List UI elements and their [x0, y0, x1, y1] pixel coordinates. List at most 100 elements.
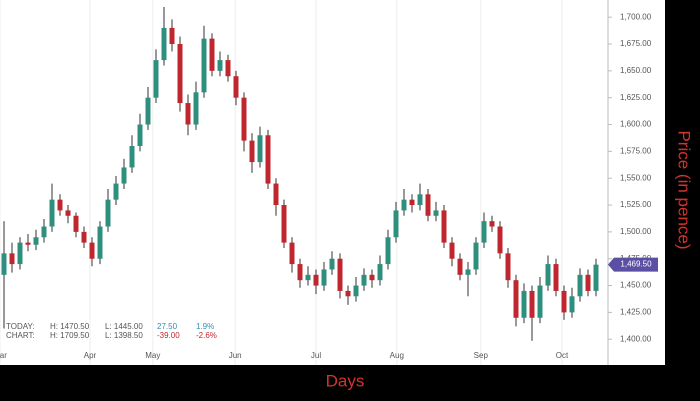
- candle-body: [305, 274, 311, 281]
- candle-body: [409, 199, 415, 206]
- candle-body: [489, 221, 495, 227]
- candle-body: [81, 231, 87, 243]
- candle-body: [545, 264, 551, 286]
- candle-body: [97, 226, 103, 259]
- candle-body: [217, 60, 223, 71]
- x-tick-label: May: [145, 351, 160, 360]
- candle-body: [441, 210, 447, 243]
- y-tick-label: 1,525.00: [620, 200, 652, 209]
- candle-body: [281, 205, 287, 243]
- candle-body: [161, 27, 167, 61]
- candle-body: [465, 269, 471, 275]
- candle-body: [537, 285, 543, 318]
- x-tick-label: Jun: [229, 351, 242, 360]
- candle-body: [89, 242, 95, 259]
- candle-body: [57, 199, 63, 211]
- y-tick-label: 1,575.00: [620, 146, 652, 155]
- candle-body: [449, 242, 455, 259]
- candle-body: [433, 210, 439, 216]
- candle-body: [137, 124, 143, 146]
- candle-body: [33, 237, 39, 245]
- candle-body: [49, 199, 55, 227]
- y-tick-label: 1,600.00: [620, 120, 652, 129]
- candle-body: [369, 274, 375, 281]
- summary-percent: -2.6%: [196, 331, 217, 340]
- candle-body: [353, 285, 359, 297]
- candle-body: [337, 258, 343, 291]
- candle-body: [513, 280, 519, 318]
- y-tick-label: 1,650.00: [620, 66, 652, 75]
- candle-body: [473, 242, 479, 270]
- candle-body: [65, 210, 71, 216]
- candle-body: [401, 199, 407, 211]
- y-tick-label: 1,550.00: [620, 173, 652, 182]
- candle-body: [521, 290, 527, 318]
- candle-body: [105, 199, 111, 227]
- candle-body: [313, 274, 319, 286]
- candle-body: [505, 253, 511, 281]
- summary-percent: 1.9%: [196, 322, 214, 331]
- candle-body: [257, 135, 263, 163]
- candle-body: [265, 135, 271, 184]
- candle-body: [177, 44, 183, 104]
- candle-body: [425, 194, 431, 216]
- x-tick-label: Aug: [390, 351, 404, 360]
- candle-body: [377, 264, 383, 281]
- y-tick-label: 1,500.00: [620, 227, 652, 236]
- candle-body: [249, 140, 255, 163]
- y-tick-label: 1,700.00: [620, 12, 652, 21]
- candle-body: [41, 226, 47, 238]
- candle-body: [593, 264, 599, 291]
- summary-low: L: 1398.50: [105, 331, 143, 340]
- candle-body: [553, 264, 559, 291]
- candle-body: [25, 242, 31, 245]
- candle-body: [73, 215, 79, 232]
- candle-body: [153, 60, 159, 98]
- x-tick-label: Jul: [311, 351, 321, 360]
- candle-body: [297, 264, 303, 281]
- candle-body: [345, 290, 351, 297]
- plot-background: [0, 0, 665, 365]
- summary-low: L: 1445.00: [105, 322, 143, 331]
- candle-body: [129, 146, 135, 168]
- summary-change: -39.00: [157, 331, 180, 340]
- candle-body: [321, 269, 327, 286]
- x-tick-label: Sep: [474, 351, 489, 360]
- summary-high: H: 1709.50: [50, 331, 90, 340]
- candle-body: [417, 194, 423, 206]
- candle-body: [457, 258, 463, 275]
- x-axis-title: Days: [326, 371, 365, 390]
- y-tick-label: 1,400.00: [620, 334, 652, 343]
- x-tick-label: Mar: [0, 351, 7, 360]
- candle-body: [193, 92, 199, 125]
- candle-body: [273, 183, 279, 206]
- candle-body: [1, 253, 7, 275]
- candle-body: [577, 274, 583, 297]
- y-tick-label: 1,425.00: [620, 308, 652, 317]
- candle-body: [145, 97, 151, 125]
- candle-body: [329, 258, 335, 270]
- candle-body: [497, 226, 503, 254]
- y-tick-label: 1,675.00: [620, 39, 652, 48]
- candle-body: [361, 274, 367, 286]
- candle-body: [209, 38, 215, 71]
- candle-body: [225, 60, 231, 77]
- candle-body: [17, 242, 23, 265]
- summary-label: CHART:: [6, 331, 35, 340]
- candle-body: [121, 167, 127, 184]
- candle-body: [241, 97, 247, 141]
- summary-change: 27.50: [157, 322, 178, 331]
- candle-body: [233, 76, 239, 98]
- y-axis-title: Price (in pence): [675, 130, 694, 249]
- candle-body: [113, 183, 119, 200]
- candle-body: [169, 27, 175, 45]
- candle-body: [561, 290, 567, 313]
- y-tick-label: 1,450.00: [620, 281, 652, 290]
- candle-body: [393, 210, 399, 238]
- candle-body: [569, 296, 575, 313]
- y-tick-label: 1,625.00: [620, 93, 652, 102]
- candle-body: [201, 38, 207, 93]
- candle-body: [9, 253, 15, 265]
